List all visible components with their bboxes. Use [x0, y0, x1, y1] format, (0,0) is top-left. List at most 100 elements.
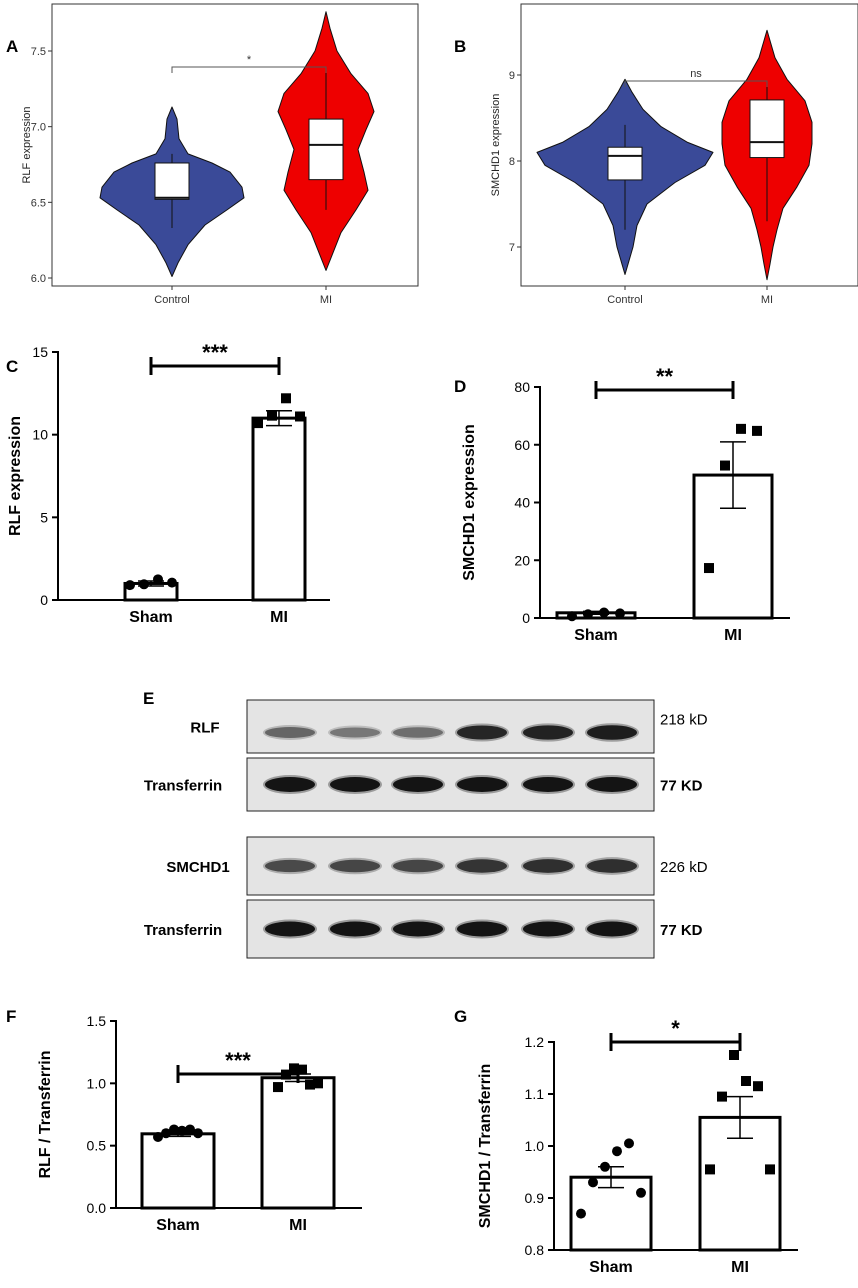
data-point: [741, 1076, 751, 1086]
y-tick-label: 0: [522, 610, 530, 626]
data-point: [139, 579, 149, 590]
x-tick-label: MI: [731, 1259, 749, 1276]
blot-band: [330, 921, 380, 937]
bar-chart-smchd1-expression: 0 20 40 60 80 SMCHD1 expression Sham MI **: [461, 364, 790, 644]
data-point: [305, 1079, 315, 1090]
data-point: [612, 1146, 622, 1157]
blot-band: [523, 921, 573, 937]
significance-label: *: [671, 1016, 680, 1041]
blot-band: [523, 725, 573, 740]
y-tick-label: 0.5: [87, 1138, 107, 1154]
data-point: [267, 410, 277, 421]
y-tick-label: 9: [509, 70, 515, 82]
violin-chart-rlf: 6.0 6.5 7.0 7.5 RLF expression Control MI *: [21, 3, 419, 306]
violin-chart-smchd1: 7 8 9 SMCHD1 expression Control MI ns: [490, 3, 858, 306]
y-tick-label: 5: [40, 509, 48, 525]
significance-label: *: [247, 54, 252, 66]
data-point: [752, 425, 762, 436]
blot-band: [457, 921, 507, 937]
significance-label: ns: [690, 68, 702, 80]
x-tick-label: MI: [320, 294, 332, 306]
y-tick-label: 60: [514, 437, 530, 453]
y-tick-label: 1.0: [87, 1075, 107, 1091]
x-tick-label: Control: [154, 294, 189, 306]
blot-box: [246, 699, 655, 754]
x-tick-label: Sham: [156, 1217, 200, 1234]
significance-bracket: [624, 80, 768, 87]
y-tick-label: 0: [40, 592, 48, 608]
bar-mi: [698, 1115, 782, 1252]
blot-band: [457, 859, 507, 873]
y-tick-label: 1.5: [87, 1013, 107, 1029]
y-tick-label: 8: [509, 156, 515, 168]
western-blot: RLF 218 kD Transferrin 77 KD SMCHD1 226 kD Tra…: [144, 699, 708, 959]
data-point: [753, 1081, 763, 1092]
blot-band: [330, 727, 380, 738]
blot-band: [587, 859, 637, 873]
blot-row-label: Transferrin: [144, 922, 222, 939]
data-point: [736, 423, 746, 434]
y-tick-label: 0.0: [87, 1200, 107, 1216]
blot-band: [330, 777, 380, 792]
blot-band: [523, 777, 573, 792]
data-point: [153, 574, 163, 585]
blot-row-label: RLF: [190, 720, 219, 737]
blot-band: [265, 859, 315, 873]
y-tick-label: 7: [509, 242, 515, 254]
plot-frame: [51, 3, 419, 287]
data-point: [169, 1124, 179, 1135]
panel-letter-f: F: [6, 1007, 16, 1026]
data-point: [729, 1050, 739, 1060]
panel-letter-g: G: [454, 1007, 467, 1026]
y-tick-label: 1.1: [525, 1086, 545, 1102]
box-iqr: [154, 162, 190, 200]
blot-size-label: 77 KD: [660, 778, 703, 795]
blot-band: [265, 727, 315, 738]
y-tick-label: 0.9: [525, 1190, 545, 1206]
y-tick-label: 20: [514, 552, 530, 568]
blot-band: [457, 777, 507, 792]
y-tick-label: 0.8: [525, 1242, 545, 1258]
data-point: [185, 1124, 195, 1135]
bar-mi: [260, 1076, 336, 1210]
data-point: [765, 1164, 775, 1175]
x-tick-label: Sham: [129, 609, 173, 626]
blot-band: [265, 921, 315, 937]
bar-chart-rlf-transferrin: 0.0 0.5 1.0 1.5 RLF / Transferrin Sham MI ***: [37, 1013, 362, 1234]
y-axis-label: SMCHD1 expression: [461, 424, 478, 581]
panel-letter-a: A: [6, 37, 18, 56]
y-tick-label: 1.0: [525, 1138, 545, 1154]
data-point: [161, 1128, 171, 1139]
blot-row-label: SMCHD1: [166, 859, 229, 876]
box-iqr: [607, 146, 643, 181]
x-tick-label: MI: [724, 627, 742, 644]
blot-band: [393, 859, 443, 873]
panel-letter-e: E: [143, 689, 154, 708]
x-tick-label: MI: [289, 1217, 307, 1234]
data-point: [281, 393, 291, 404]
panel-letter-c: C: [6, 357, 18, 376]
data-point: [567, 611, 577, 622]
data-point: [704, 563, 714, 574]
blot-band: [587, 921, 637, 937]
blot-size-label: 77 KD: [660, 922, 703, 939]
bar-sham: [140, 1132, 216, 1210]
bar-mi: [251, 416, 307, 602]
data-point: [313, 1078, 323, 1089]
data-point: [599, 607, 609, 618]
y-tick-label: 7.0: [31, 122, 46, 134]
blot-band: [587, 777, 637, 792]
panel-letter-b: B: [454, 37, 466, 56]
blot-band: [393, 921, 443, 937]
data-point: [583, 609, 593, 620]
data-point: [717, 1091, 727, 1102]
blot-band: [523, 859, 573, 873]
x-tick-label: Control: [607, 294, 642, 306]
y-tick-label: 1.2: [525, 1034, 545, 1050]
plot-frame: [520, 3, 858, 287]
bar-chart-smchd1-transferrin: 0.8 0.9 1.0 1.1 1.2 SMCHD1 / Transferrin Sham M…: [477, 1016, 798, 1276]
data-point: [576, 1208, 586, 1219]
blot-band: [265, 777, 315, 792]
x-tick-label: MI: [270, 609, 288, 626]
